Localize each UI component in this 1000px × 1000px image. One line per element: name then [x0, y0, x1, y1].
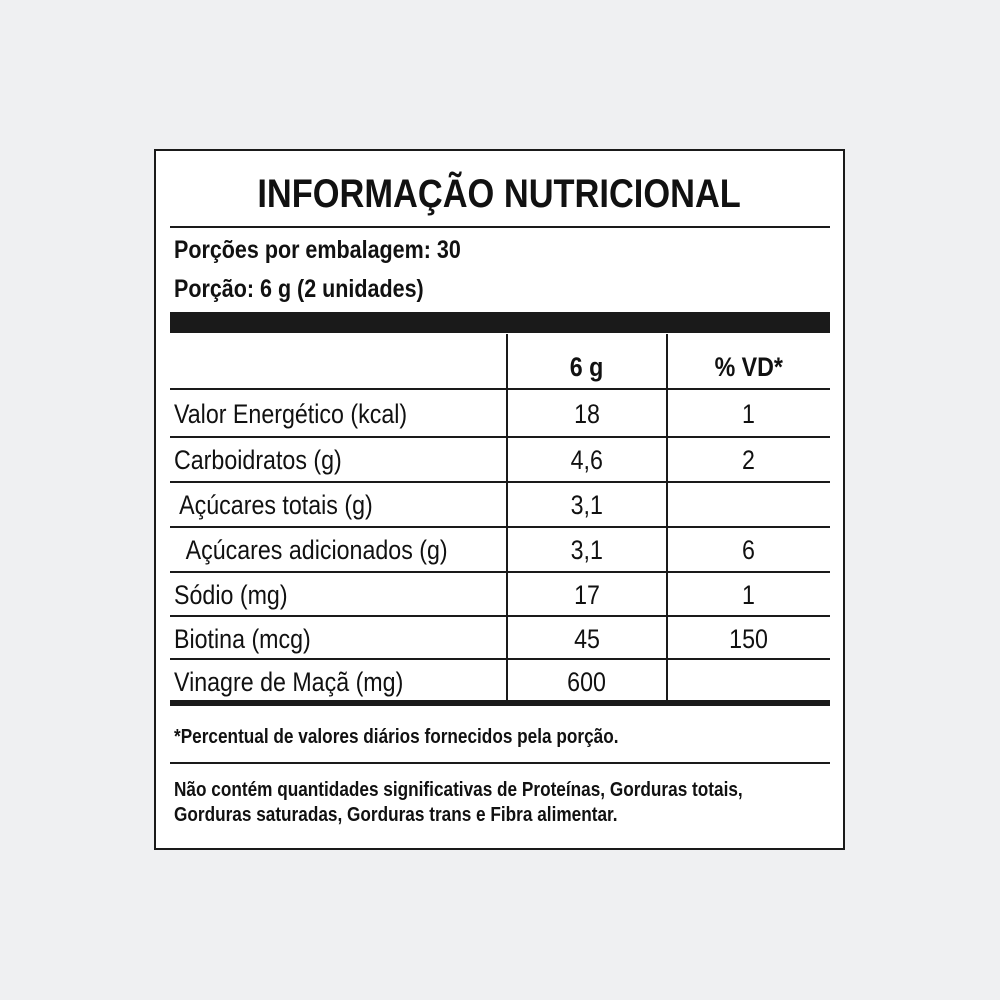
row-divider — [170, 526, 830, 528]
nutrient-amount-text: 3,1 — [570, 535, 604, 565]
nutrient-amount: 45 — [508, 623, 666, 655]
nutrient-name: Açúcares adicionados (g) — [174, 534, 492, 566]
thick-bar — [170, 700, 830, 706]
nutrient-amount: 17 — [508, 579, 666, 611]
nutrient-name: Vinagre de Maçã (mg) — [174, 666, 441, 698]
header-amount-text: 6 g — [570, 352, 604, 382]
row-divider — [170, 658, 830, 660]
header-amount: 6 g — [508, 351, 666, 383]
label-title: INFORMAÇÃO NUTRICIONAL — [156, 171, 843, 217]
nutrient-amount: 600 — [508, 666, 666, 698]
nutrient-name-text: Açúcares totais (g) — [174, 490, 373, 520]
nutrient-daily-value-text: 150 — [729, 624, 769, 654]
nutrient-daily-value: 1 — [668, 398, 830, 430]
nutrient-name: Sódio (mg) — [174, 579, 306, 611]
row-divider — [170, 481, 830, 483]
nutrient-amount: 3,1 — [508, 534, 666, 566]
nutrient-daily-value-text: 1 — [742, 399, 756, 429]
nutrient-amount: 4,6 — [508, 444, 666, 476]
thick-bar — [170, 312, 830, 333]
column-divider — [506, 334, 508, 702]
nutrient-name-text: Biotina (mcg) — [174, 624, 311, 654]
nutrient-name: Biotina (mcg) — [174, 623, 333, 655]
nutrient-daily-value: 150 — [668, 623, 830, 655]
nutrient-amount-text: 45 — [574, 624, 600, 654]
nutrient-daily-value-text: 6 — [742, 535, 756, 565]
nutrient-daily-value-text: 2 — [742, 445, 756, 475]
footnote-text: *Percentual de valores diários fornecido… — [174, 726, 619, 748]
nutrient-name: Valor Energético (kcal) — [174, 398, 445, 430]
row-divider — [170, 436, 830, 438]
serving-size-text: Porção: 6 g (2 unidades) — [174, 275, 424, 303]
nutrient-name-text: Vinagre de Maçã (mg) — [174, 667, 404, 697]
nutrient-daily-value — [668, 489, 830, 521]
divider — [170, 226, 830, 228]
footnote: *Percentual de valores diários fornecido… — [174, 725, 691, 750]
nutrient-amount-text: 4,6 — [570, 445, 604, 475]
nutrient-amount-text: 18 — [574, 399, 600, 429]
nutrient-daily-value-text: 1 — [742, 580, 756, 610]
nutrient-daily-value: 2 — [668, 444, 830, 476]
nutrient-name-text: Valor Energético (kcal) — [174, 399, 408, 429]
row-divider — [170, 615, 830, 617]
nutrient-name: Açúcares totais (g) — [174, 489, 405, 521]
header-dv-text: % VD* — [714, 352, 784, 382]
nutrient-name: Carboidratos (g) — [174, 444, 369, 476]
nutrient-name-text: Açúcares adicionados (g) — [174, 535, 448, 565]
serving-size: Porção: 6 g (2 unidades) — [174, 274, 464, 304]
label-title-text: INFORMAÇÃO NUTRICIONAL — [257, 172, 742, 216]
nutrient-amount-text: 600 — [567, 667, 607, 697]
header-dv: % VD* — [668, 351, 830, 383]
nutrition-facts-label: INFORMAÇÃO NUTRICIONAL Porções por embal… — [154, 149, 845, 850]
nutrient-daily-value: 1 — [668, 579, 830, 611]
column-divider — [666, 334, 668, 702]
servings-per-package: Porções por embalagem: 30 — [174, 235, 507, 265]
nutrient-daily-value — [668, 666, 830, 698]
row-divider — [170, 571, 830, 573]
disclaimer-line-1: Não contém quantidades significativas de… — [174, 778, 835, 803]
nutrient-amount-text: 3,1 — [570, 490, 604, 520]
servings-per-package-text: Porções por embalagem: 30 — [174, 236, 461, 264]
nutrient-daily-value: 6 — [668, 534, 830, 566]
nutrient-amount: 18 — [508, 398, 666, 430]
divider — [170, 762, 830, 764]
disclaimer-line-2: Gorduras saturadas, Gorduras trans e Fib… — [174, 803, 690, 828]
disclaimer-line-1-text: Não contém quantidades significativas de… — [174, 779, 743, 801]
nutrient-name-text: Carboidratos (g) — [174, 445, 342, 475]
nutrient-amount-text: 17 — [574, 580, 600, 610]
nutrient-name-text: Sódio (mg) — [174, 580, 288, 610]
nutrient-amount: 3,1 — [508, 489, 666, 521]
disclaimer-line-2-text: Gorduras saturadas, Gorduras trans e Fib… — [174, 804, 618, 826]
row-divider — [170, 388, 830, 390]
